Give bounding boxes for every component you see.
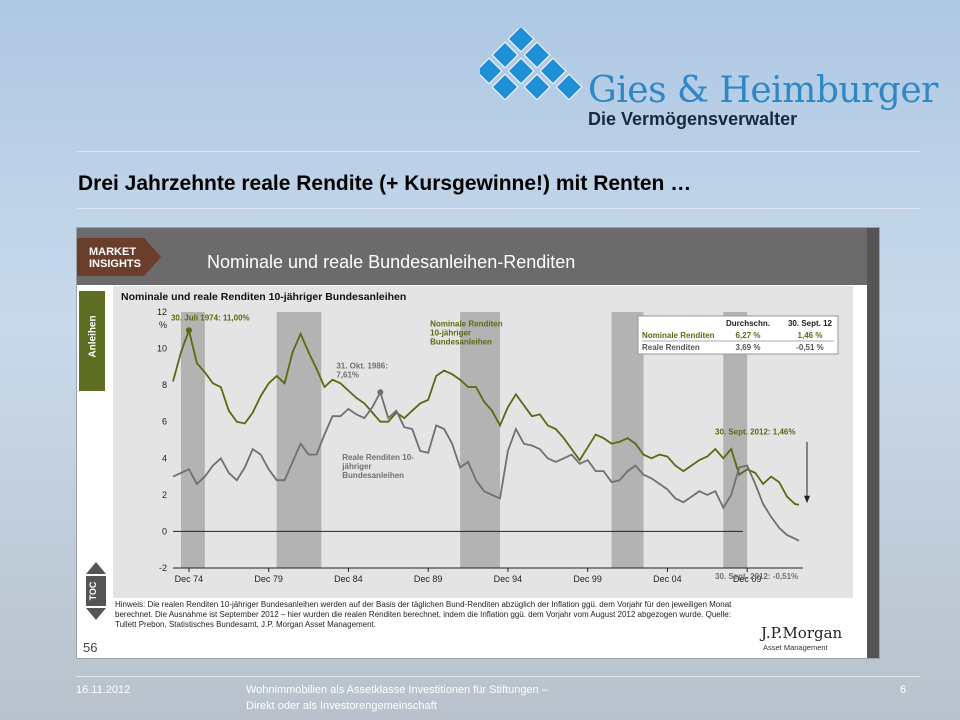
brand-name: Gies & Heimburger xyxy=(588,70,938,111)
annotation-label: 30. Sept. 2012: -0,51% xyxy=(715,572,798,581)
table-cell: -0,51 % xyxy=(796,343,824,352)
table-header: Durchschn. xyxy=(726,319,770,328)
panel-title: Nominale und reale Bundesanleihen-Rendit… xyxy=(207,252,576,272)
footer-subject-1: Wohnimmobilien als Assetklasse Investiti… xyxy=(246,684,548,696)
annotation-label: 10-jähriger xyxy=(430,329,471,338)
slide-title: Drei Jahrzehnte reale Rendite (+ Kursgew… xyxy=(78,172,692,195)
x-tick-label: Dec 79 xyxy=(254,574,283,584)
table-header: 30. Sept. 12 xyxy=(788,319,833,328)
annotation-label: 30. Juli 1974: 11,00% xyxy=(171,313,250,322)
y-tick-label: 12 xyxy=(157,307,167,317)
y-tick-label: -2 xyxy=(159,563,167,573)
stats-table xyxy=(637,315,839,355)
y-tick-label: 2 xyxy=(162,490,167,500)
table-row-label: Nominale Renditen xyxy=(642,331,715,340)
recession-band xyxy=(611,312,644,568)
x-tick-label: Dec 99 xyxy=(573,574,602,584)
x-tick-label: Dec 84 xyxy=(334,574,363,584)
x-tick-label: Dec 89 xyxy=(414,574,443,584)
table-cell: 3,69 % xyxy=(736,343,761,352)
footer-subject-2: Direkt oder als Investorengemeinschaft xyxy=(246,700,437,712)
annotation-label: 31. Okt. 1986: xyxy=(336,361,388,370)
side-tab-label: Anleihen xyxy=(87,315,99,358)
annotation-label: 7,61% xyxy=(336,370,359,379)
jpmorgan-logo: J.P.Morgan xyxy=(761,624,843,642)
peak-marker-real xyxy=(377,389,384,396)
market-insights-badge xyxy=(77,238,161,276)
chart-panel: MARKET INSIGHTS Nominale und reale Bunde… xyxy=(76,227,880,659)
chart-footnote: Hinweis: Die realen Renditen 10-jähriger… xyxy=(115,600,732,629)
toc-nav[interactable]: TOC xyxy=(85,560,107,622)
annotation-label: Bundesanleihen xyxy=(342,471,404,480)
chart-title: Nominale und reale Renditen 10-jähriger … xyxy=(121,291,407,303)
y-tick-label: 8 xyxy=(162,380,167,390)
panel-page-number: 56 xyxy=(83,640,98,655)
footer-date: 16.11.2012 xyxy=(76,684,131,696)
brand-tagline: Die Vermögensverwalter xyxy=(588,109,798,129)
x-tick-label: Dec 09 xyxy=(733,574,762,584)
arrow-up-icon xyxy=(86,562,106,574)
jpmorgan-logo-sub: Asset Management xyxy=(763,643,828,652)
y-tick-label: 6 xyxy=(162,417,167,427)
divider-top xyxy=(76,151,920,152)
y-tick-label: 0 xyxy=(162,526,167,536)
y-tick-label: 4 xyxy=(162,453,167,463)
recession-band xyxy=(180,312,205,568)
divider-bottom xyxy=(76,208,920,209)
annotation-label: Reale Renditen 10- xyxy=(342,453,414,462)
annotation-label: Nominale Renditen xyxy=(430,320,503,329)
y-axis-label: % xyxy=(159,320,167,330)
annotation-label: 30. Sept. 2012: 1,46% xyxy=(715,428,796,437)
y-tick-label: 10 xyxy=(157,344,167,354)
x-tick-label: Dec 94 xyxy=(494,574,523,584)
arrow-head-icon xyxy=(804,495,811,504)
cube-icon xyxy=(480,28,583,101)
annotation-label: jähriger xyxy=(341,462,371,471)
series-line-real xyxy=(172,389,800,542)
table-row-label: Reale Renditen xyxy=(642,343,700,352)
footer-divider xyxy=(76,676,920,677)
series-line-nominal xyxy=(172,327,800,506)
annotation-label: Bundesanleihen xyxy=(430,338,492,347)
panel-header: MARKET INSIGHTS Nominale und reale Bunde… xyxy=(77,228,867,285)
side-tab-anleihen[interactable]: Anleihen xyxy=(79,291,105,391)
recession-band xyxy=(723,312,748,568)
toc-label: TOC xyxy=(88,581,98,600)
table-cell: 1,46 % xyxy=(798,331,823,340)
yield-chart: -2 0 2 4 6 8 10 12% Dec 74 Dec 79 Dec 84 Dec 89 Dec … xyxy=(157,307,839,584)
x-tick-label: Dec 74 xyxy=(175,574,204,584)
table-cell: 6,27 % xyxy=(736,331,761,340)
peak-marker-nominal xyxy=(185,327,192,334)
arrow-down-icon xyxy=(86,608,106,620)
company-logo-cubes xyxy=(480,28,583,101)
market-insights-text: MARKET INSIGHTS xyxy=(89,246,141,270)
recession-band xyxy=(276,312,322,568)
recession-band xyxy=(460,312,500,568)
panel-edge-bar xyxy=(867,228,879,658)
x-tick-label: Dec 04 xyxy=(653,574,682,584)
footer-page: 6 xyxy=(900,684,907,696)
